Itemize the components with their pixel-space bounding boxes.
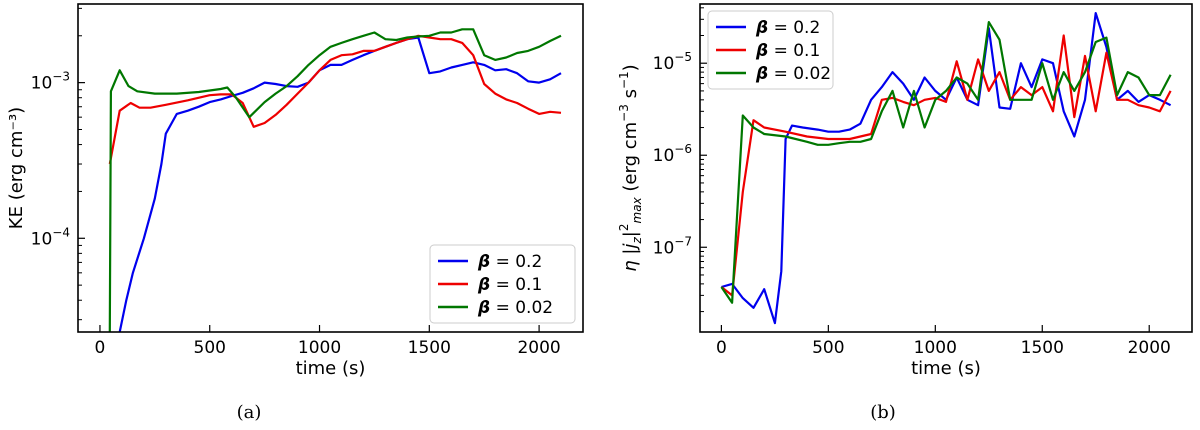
panel-caption: (b) bbox=[870, 402, 896, 423]
x-tick-label: 2000 bbox=[517, 338, 560, 358]
legend: β = 0.2 β = 0.1 β = 0.02 bbox=[707, 10, 834, 90]
series-line-2 bbox=[108, 28, 562, 332]
y-tick-label: 10−4 bbox=[31, 225, 70, 249]
x-tick-label: 500 bbox=[194, 338, 226, 358]
x-tick-label: 0 bbox=[95, 338, 106, 358]
series-line-0 bbox=[118, 36, 562, 332]
y-minor-ticks bbox=[700, 7, 704, 313]
y-axis-label: η |jz|2max (erg cm−3 s−1) bbox=[617, 64, 644, 271]
x-tick-label: 2000 bbox=[1128, 338, 1171, 358]
y-axis-label: KE (erg cm⁻³) bbox=[6, 107, 27, 229]
series-line-2 bbox=[720, 21, 1172, 304]
y-tick-label: 10−5 bbox=[653, 50, 692, 74]
x-axis-label: time (s) bbox=[296, 358, 366, 379]
series-group bbox=[108, 28, 562, 332]
y-minor-ticks bbox=[78, 7, 82, 321]
x-tick-label: 1500 bbox=[408, 338, 451, 358]
x-tick-label: 1000 bbox=[914, 338, 957, 358]
legend-label: β = 0.02 bbox=[477, 298, 553, 318]
x-tick-label: 0 bbox=[716, 338, 727, 358]
x-tick-label: 500 bbox=[812, 338, 844, 358]
x-axis-label: time (s) bbox=[911, 358, 981, 379]
y-tick-label: 10−6 bbox=[653, 142, 692, 166]
panel-caption: (a) bbox=[237, 402, 262, 423]
series-group bbox=[720, 12, 1172, 325]
chart-panel-a: 0 500 1000 1500 2000 10−4 10−3 time (s) KE (erg … bbox=[6, 3, 584, 423]
y-tick-label: 10−7 bbox=[653, 234, 692, 258]
legend-label: β = 0.1 bbox=[477, 275, 542, 295]
y-tick-label: 10−3 bbox=[31, 70, 70, 94]
x-tick-label: 1000 bbox=[298, 338, 341, 358]
legend-label: β = 0.1 bbox=[755, 41, 820, 61]
chart-panel-b: 0 500 1000 1500 2000 10−7 10−6 10−5 time (s) η |j… bbox=[617, 3, 1193, 423]
legend: β = 0.2 β = 0.1 β = 0.02 bbox=[429, 244, 576, 324]
plot-frame bbox=[77, 3, 584, 333]
legend-label: β = 0.2 bbox=[755, 18, 820, 38]
series-line-1 bbox=[720, 34, 1172, 297]
legend-label: β = 0.02 bbox=[755, 64, 831, 84]
legend-label: β = 0.2 bbox=[477, 252, 542, 272]
legend-box bbox=[429, 244, 576, 324]
x-tick-label: 1500 bbox=[1021, 338, 1064, 358]
legend-box bbox=[707, 10, 834, 90]
series-line-1 bbox=[108, 34, 562, 165]
plot-frame bbox=[699, 3, 1193, 333]
